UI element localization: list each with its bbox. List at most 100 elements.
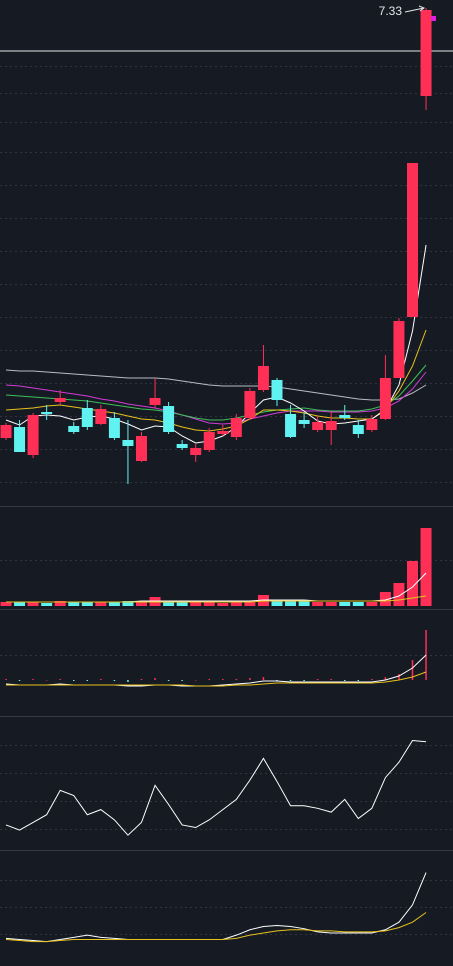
bar [136,601,147,606]
bar [271,600,283,606]
indicator-line [6,595,427,603]
bar [86,680,89,681]
candle-body [203,432,215,450]
bar [235,679,238,680]
bar [154,678,156,680]
bar [379,592,391,606]
bar [0,602,12,606]
indicator-line [6,671,427,687]
bar [384,677,387,680]
bar [262,677,265,680]
bar [398,674,400,680]
candle-body [298,420,310,424]
bar [18,680,21,681]
bar [407,561,418,606]
bar [330,679,332,680]
indicator-line [5,369,427,401]
candle-body [190,448,202,455]
panel-decor [0,66,453,935]
candle-body [95,409,107,424]
bar [5,679,7,680]
bar [100,679,102,680]
bar [108,602,120,606]
candle-body [81,408,93,427]
indicator-line [5,329,427,432]
high-price-label: 7.33 [379,4,403,18]
candle-body [339,415,351,418]
bar [344,680,346,681]
candle-body [41,412,53,414]
bar [113,680,116,681]
candle-body [271,380,283,400]
candle-body [312,422,324,430]
indicator-line [5,364,427,421]
candle-body [27,415,39,455]
marker [431,16,436,21]
candle-body [244,391,256,418]
candle-body [14,427,26,452]
bar [95,602,107,606]
bar [32,679,34,680]
bar [325,602,337,606]
candle-body [54,398,66,402]
bar [371,679,373,680]
candle-body [68,426,80,432]
candle-body [217,431,229,434]
bar [366,602,378,606]
label-arrow-head [418,5,426,12]
bar [289,680,292,681]
bar [316,679,319,680]
bar [357,680,360,681]
bar [249,678,251,680]
candle-body [149,398,161,405]
bar [352,602,364,606]
bar [285,601,297,606]
bar [176,602,188,606]
candle-body [0,425,12,438]
bar [230,602,242,606]
bar [140,679,143,680]
bar [127,680,129,682]
candle-body [230,418,242,437]
bar [45,680,48,681]
candle-body [176,444,188,448]
bar [393,583,405,606]
bar [244,601,256,606]
bar [222,679,224,680]
bar [298,601,310,606]
candle-body [407,163,418,317]
bar [59,679,61,680]
bar [217,603,229,606]
bar [163,601,175,606]
bar [339,602,351,606]
candle-body [108,418,120,438]
bar [312,602,324,606]
label-arrow [404,7,425,13]
bar [167,680,170,681]
candle-body [366,419,378,430]
candle-body [122,440,134,446]
bar [54,601,66,606]
candle-body [325,421,337,430]
bar [303,680,305,681]
bar [181,680,183,681]
bar [194,680,197,681]
bar [81,602,93,606]
candle-body [285,414,297,437]
candle-body [163,406,175,432]
candle-body [393,321,405,378]
indicator-line [5,244,427,444]
bar [122,601,134,606]
candle-body [136,436,147,461]
candle-body [379,378,391,419]
bar [203,602,215,606]
bar [411,660,414,680]
candle-body [420,10,432,96]
bar [190,602,202,606]
bar [420,528,432,606]
indicator-line [5,371,427,425]
bar [14,602,26,606]
candle-body [352,425,364,434]
